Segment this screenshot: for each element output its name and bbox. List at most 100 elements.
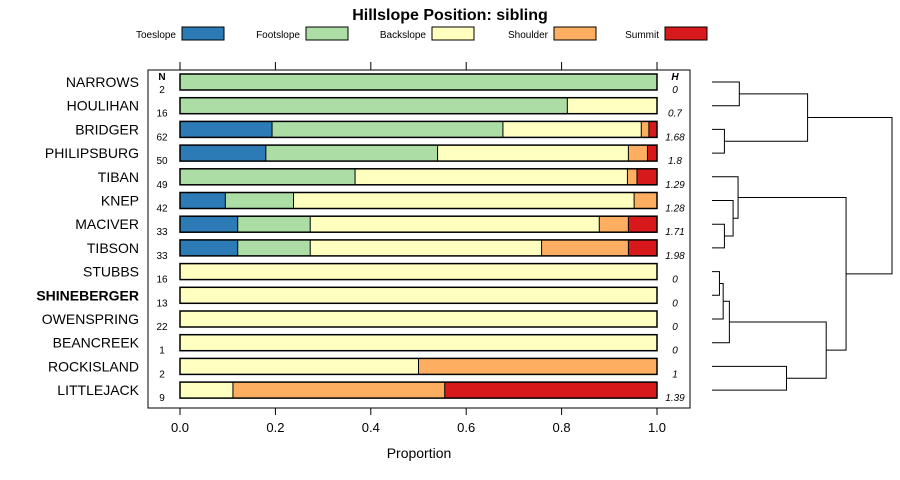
h-value-rockisland: 1 (672, 369, 678, 380)
bar-outline-maciver (179, 215, 658, 233)
x-tick-label-5: 1.0 (648, 420, 666, 435)
bar-segment-tibson-backslope (310, 239, 542, 256)
bar-segment-beancreek-backslope (180, 334, 657, 351)
dendrogram (712, 81, 893, 391)
row-label-tiban: TIBAN (98, 169, 139, 185)
row-label-philipsburg: PHILIPSBURG (45, 145, 139, 161)
legend-swatch-toeslope (181, 26, 225, 41)
h-value-knep: 1.28 (665, 204, 685, 215)
n-value-narrows: 2 (159, 85, 165, 96)
bar-segment-tiban-backslope (355, 168, 628, 185)
n-column-header: N (158, 72, 165, 83)
bar-segment-philipsburg-shoulder (628, 145, 648, 162)
h-value-tiban: 1.29 (665, 180, 685, 191)
bar-segment-maciver-summit (628, 216, 657, 233)
bar-outline-tiban (179, 168, 658, 186)
bar-segment-houlihan-footslope (180, 97, 568, 114)
dendrogram-branch-2 (724, 93, 809, 142)
n-value-beancreek: 1 (159, 346, 165, 357)
bar-segment-bridger-backslope (502, 121, 642, 138)
row-label-shineberger: SHINEBERGER (36, 287, 139, 303)
legend-swatch-backslope (431, 26, 475, 41)
bar-segment-maciver-backslope (310, 216, 600, 233)
legend: Toeslope Footslope Backslope Shoulder Summit (136, 26, 708, 41)
bar-outline-tibson (179, 239, 658, 257)
bar-segment-rockisland-shoulder (418, 358, 657, 375)
x-axis: 0.0 0.2 0.4 0.6 0.8 1.0 (171, 408, 666, 435)
dendrogram-branch-9 (712, 365, 787, 391)
bar-segment-stubbs-backslope (180, 263, 657, 280)
row-label-tibson: TIBSON (87, 240, 139, 256)
bar-outline-knep (179, 191, 658, 210)
bar-outline-shineberger (179, 286, 658, 305)
plot-frame (147, 69, 691, 409)
n-value-owenspring: 22 (156, 322, 168, 333)
bar-outline-stubbs (179, 262, 658, 281)
n-value-bridger: 62 (156, 132, 168, 143)
dendrogram-branch-11 (738, 197, 847, 351)
n-value-knep: 42 (156, 204, 168, 215)
bar-segment-tibson-toeslope (180, 239, 238, 256)
n-value-rockisland: 2 (159, 369, 165, 380)
row-label-beancreek: BEANCREEK (53, 335, 140, 351)
x-tick-label-4: 0.8 (553, 420, 571, 435)
h-value-owenspring: 0 (672, 322, 678, 333)
dendrogram-branch-1 (712, 128, 725, 154)
dendrogram-branch-12 (807, 117, 893, 275)
row-label-owenspring: OWENSPRING (42, 311, 139, 327)
bar-outline-littlejack (179, 381, 658, 399)
top-axis-ticks (179, 62, 658, 70)
row-labels: NARROWS 2 0 HOULIHAN 16 0.7 BRIDGER 62 1.68 PHILI… (36, 74, 685, 404)
h-value-tibson: 1.98 (665, 251, 685, 262)
h-value-stubbs: 0 (672, 275, 678, 286)
bar-segment-littlejack-summit (444, 382, 657, 399)
bar-segment-maciver-toeslope (180, 216, 238, 233)
row-label-littlejack: LITTLEJACK (57, 382, 139, 398)
bar-segment-knep-shoulder (634, 192, 657, 209)
bar-segment-philipsburg-footslope (265, 145, 438, 162)
bar-segment-knep-toeslope (180, 192, 226, 209)
bar-segment-tiban-shoulder (627, 168, 637, 185)
dendrogram-branch-5 (712, 176, 739, 219)
bar-segment-owenspring-backslope (180, 311, 657, 327)
bar-segment-maciver-shoulder (599, 216, 629, 233)
legend-label-toeslope: Toeslope (136, 30, 176, 41)
bar-segment-philipsburg-backslope (437, 145, 629, 162)
h-value-littlejack: 1.39 (665, 393, 685, 404)
row-label-houlihan: HOULIHAN (67, 98, 139, 114)
legend-label-footslope: Footslope (256, 30, 300, 41)
bar-outline-beancreek (179, 333, 658, 352)
x-tick-label-1: 0.2 (266, 420, 284, 435)
bar-segment-tiban-summit (636, 168, 657, 185)
legend-label-shoulder: Shoulder (508, 30, 549, 41)
dendrogram-branch-0 (712, 81, 740, 107)
n-value-littlejack: 9 (159, 393, 165, 404)
h-column-header: H (671, 72, 679, 83)
x-tick-label-2: 0.4 (362, 420, 380, 435)
row-label-stubbs: STUBBS (83, 264, 139, 280)
h-value-bridger: 1.68 (665, 132, 685, 143)
dendrogram-branch-10 (729, 321, 827, 379)
n-value-houlihan: 16 (156, 109, 168, 120)
bar-outline-rockisland (179, 357, 658, 376)
bar-segment-tiban-footslope (180, 168, 356, 185)
n-value-tibson: 33 (156, 251, 168, 262)
bar-segment-knep-backslope (293, 192, 635, 209)
bar-segment-philipsburg-summit (647, 145, 657, 162)
dendrogram-branch-7 (712, 282, 724, 320)
bar-segment-littlejack-shoulder (232, 382, 445, 399)
bar-segment-knep-footslope (225, 192, 294, 209)
dendrogram-branch-3 (712, 223, 725, 249)
bars (179, 73, 658, 399)
bar-outline-bridger (179, 120, 658, 139)
legend-label-summit: Summit (625, 30, 659, 41)
legend-label-backslope: Backslope (380, 30, 427, 41)
bar-outline-narrows (179, 73, 658, 91)
h-value-shineberger: 0 (672, 298, 678, 309)
bar-segment-tibson-shoulder (541, 239, 629, 256)
dendrogram-branch-6 (712, 271, 720, 296)
row-label-narrows: NARROWS (66, 74, 139, 90)
bar-segment-bridger-shoulder (641, 121, 649, 138)
h-value-philipsburg: 1.8 (668, 156, 682, 167)
